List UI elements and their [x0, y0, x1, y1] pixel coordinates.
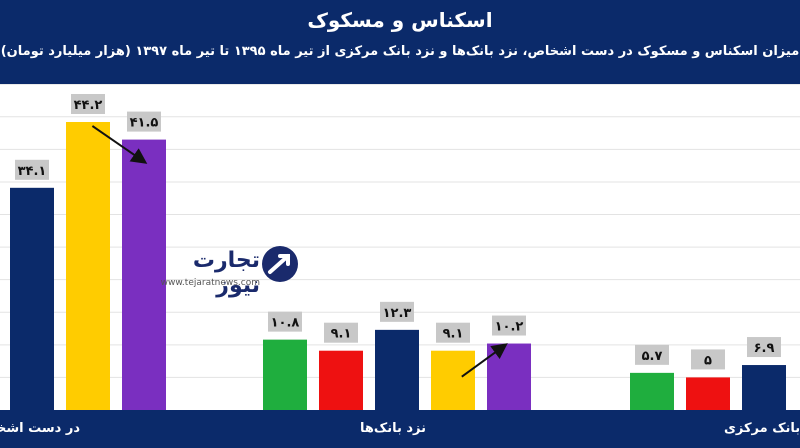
- data-label-box: [492, 315, 526, 336]
- bar-1-3: [122, 139, 166, 410]
- data-label-box: [380, 301, 414, 322]
- bar-2-1: [263, 339, 307, 410]
- bar-3-2: [686, 377, 730, 410]
- data-label-box: [268, 311, 302, 332]
- bar-3-3: [742, 365, 786, 410]
- data-label: ۵.۷: [642, 349, 663, 364]
- data-label: ۹.۱: [443, 327, 464, 342]
- data-label-box: [15, 159, 49, 180]
- category-axis: در دست اشخاص نزد بانک‌ها نزد بانک مرکزی: [0, 410, 800, 448]
- watermark-name: تجارت نیوز: [192, 248, 260, 298]
- data-label-box: [635, 344, 669, 365]
- data-label: ۴۴.۲: [74, 98, 103, 113]
- bar-2-4: [431, 350, 475, 410]
- bars: ۳۴.۱ ۴۴.۲ ۴۱.۵ ۱۰.۸ ۹.۱ ۱۲.۳ ۹.۱ ۱۰.۲ ۵.۷ ۵ ۶.۹: [10, 94, 786, 410]
- trend-arrow-2: [461, 343, 508, 378]
- chart-header: اسکناس و مسکوک میزان اسکناس و مسکوک در د…: [0, 0, 800, 84]
- data-label-box: [127, 111, 161, 132]
- data-label: ۵: [704, 353, 712, 368]
- bar-2-3: [375, 329, 419, 410]
- chart-subtitle: میزان اسکناس و مسکوک در دست اشخاص، نزد ب…: [0, 44, 800, 59]
- data-label: ۱۰.۲: [495, 320, 524, 335]
- chart-title: اسکناس و مسکوک: [307, 8, 493, 32]
- trend-arrows: [91, 125, 508, 378]
- category-label-3: نزد بانک مرکزی: [724, 421, 800, 436]
- data-label: ۹.۱: [331, 327, 352, 342]
- bar-chart: ۳۴.۱ ۴۴.۲ ۴۱.۵ ۱۰.۸ ۹.۱ ۱۲.۳ ۹.۱ ۱۰.۲ ۵.۷ ۵ ۶.۹: [0, 84, 800, 410]
- watermark-url: www.tejaratnews.com: [160, 278, 260, 288]
- trend-arrow-1: [91, 125, 148, 164]
- bar-2-2: [319, 350, 363, 410]
- data-label-box: [747, 337, 781, 358]
- data-label: ۳۴.۱: [18, 164, 47, 179]
- category-label-1: در دست اشخاص: [0, 421, 80, 436]
- data-label: ۴۱.۵: [130, 116, 159, 131]
- bar-1-2: [66, 122, 110, 410]
- bar-3-1: [630, 372, 674, 410]
- data-label: ۱۰.۸: [271, 316, 300, 331]
- data-label-box: [71, 94, 105, 114]
- watermark-logo-icon: [262, 246, 298, 282]
- data-label-box: [436, 322, 470, 343]
- watermark: تجارت نیوز www.tejaratnews.com: [150, 244, 300, 298]
- category-label-2: نزد بانک‌ها: [360, 421, 427, 436]
- bar-1-1: [10, 187, 54, 410]
- data-label-box: [691, 349, 725, 370]
- data-label: ۱۲.۳: [383, 306, 412, 321]
- data-label: ۶.۹: [754, 341, 775, 356]
- data-label-box: [324, 322, 358, 343]
